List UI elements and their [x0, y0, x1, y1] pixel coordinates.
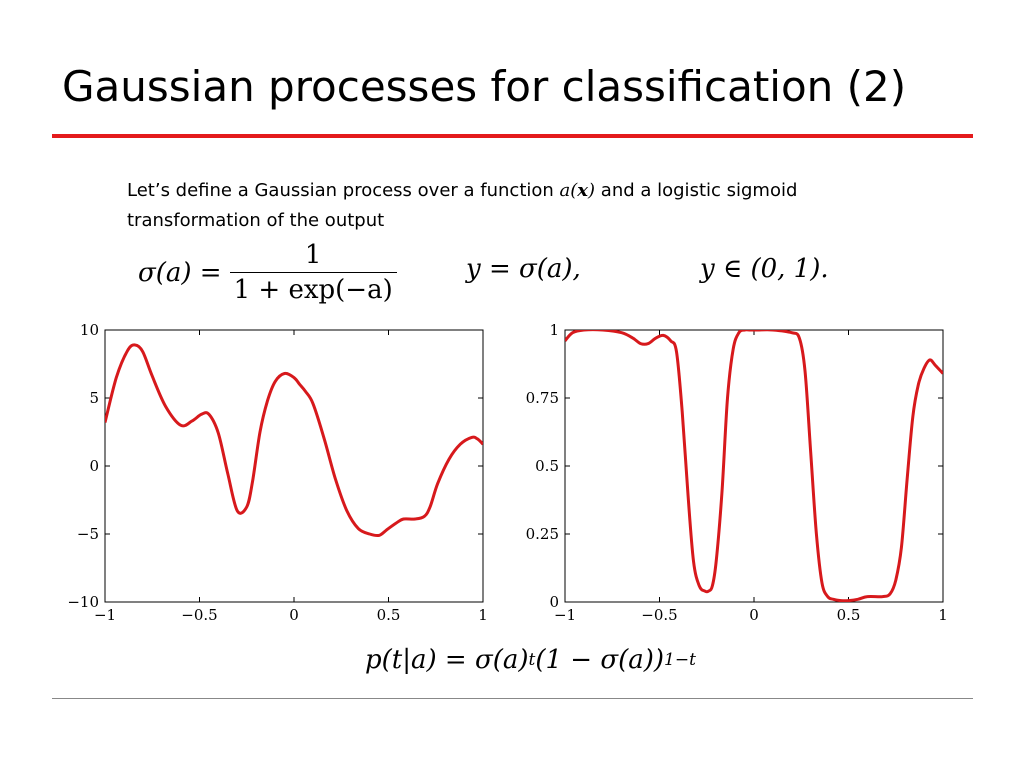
chart-1-xtick-label: −0.5 — [641, 606, 677, 624]
paren-open: ( — [570, 180, 578, 201]
chart-1-ytick-label: 0.5 — [535, 457, 559, 475]
sigmoid-fraction: 1 1 + exp(−a) — [229, 240, 397, 305]
sigmoid-lhs: σ(a) = — [138, 257, 222, 288]
chart-0-series-line — [105, 343, 483, 538]
likelihood-lhs: p(t|a) = σ(a) — [365, 645, 529, 675]
chart-0-ytick-label: 0 — [89, 457, 99, 475]
vector-x: x — [577, 180, 589, 201]
chart-1-xtick-label: 0 — [749, 606, 759, 624]
chart-0-xtick-label: 1 — [478, 606, 488, 624]
title-underline — [52, 134, 973, 138]
chart-0-xtick-label: −1 — [94, 606, 116, 624]
chart-latent-function: −1 −0.5 0 0.5 1 10 5 0 −5 −10 — [60, 318, 500, 643]
y-range-formula: y ∈ (0, 1). — [700, 254, 829, 284]
sigmoid-denominator: 1 + exp(−a) — [229, 272, 397, 305]
chart-0-ytick-label: −5 — [77, 525, 99, 543]
chart-1-ytick-label: 0.75 — [526, 389, 559, 407]
likelihood-exponent-1-t: 1−t — [664, 650, 696, 670]
paren-close: ) — [588, 180, 596, 201]
chart-1-series-line — [565, 330, 943, 602]
chart-1-frame — [564, 329, 944, 603]
chart-0-xtick-label: 0 — [289, 606, 299, 624]
chart-sigmoid-output-svg: −1 −0.5 0 0.5 1 1 0.75 0.5 0.25 0 — [526, 321, 948, 624]
chart-latent-function-svg: −1 −0.5 0 0.5 1 10 5 0 −5 −10 — [67, 321, 488, 624]
likelihood-middle: (1 − σ(a)) — [535, 645, 665, 675]
likelihood-formula: p(t|a) = σ(a) t (1 − σ(a)) 1−t — [365, 645, 696, 675]
chart-1-ytick-label: 0 — [549, 593, 559, 611]
chart-1-xtick-label: 1 — [938, 606, 948, 624]
y-definition-formula: y = σ(a), — [466, 254, 581, 284]
chart-1-ytick-label: 0.25 — [526, 525, 559, 543]
chart-1-ytick-label: 1 — [549, 321, 559, 339]
body-text-rest: and a logistic sigmoid transformation of… — [127, 180, 798, 231]
chart-0-ytick-label: 10 — [80, 321, 99, 339]
likelihood-exponent-t: t — [528, 650, 536, 670]
chart-1-xtick-label: 0.5 — [837, 606, 861, 624]
function-a: a — [559, 180, 571, 201]
chart-1-xtick-label: −1 — [554, 606, 576, 624]
chart-0-frame — [104, 329, 484, 603]
footer-divider — [52, 698, 973, 699]
slide-title: Gaussian processes for classification (2… — [62, 62, 907, 111]
chart-0-ytick-label: −10 — [67, 593, 99, 611]
chart-sigmoid-output: −1 −0.5 0 0.5 1 1 0.75 0.5 0.25 0 — [515, 318, 965, 643]
chart-0-ytick-label: 5 — [89, 389, 99, 407]
body-text-intro: Let’s define a Gaussian process over a f… — [127, 180, 560, 201]
sigmoid-formula: σ(a) = 1 1 + exp(−a) — [138, 240, 397, 305]
sigmoid-numerator: 1 — [304, 240, 322, 270]
chart-0-xtick-label: 0.5 — [377, 606, 401, 624]
body-paragraph: Let’s define a Gaussian process over a f… — [127, 176, 917, 236]
chart-0-xtick-label: −0.5 — [181, 606, 217, 624]
